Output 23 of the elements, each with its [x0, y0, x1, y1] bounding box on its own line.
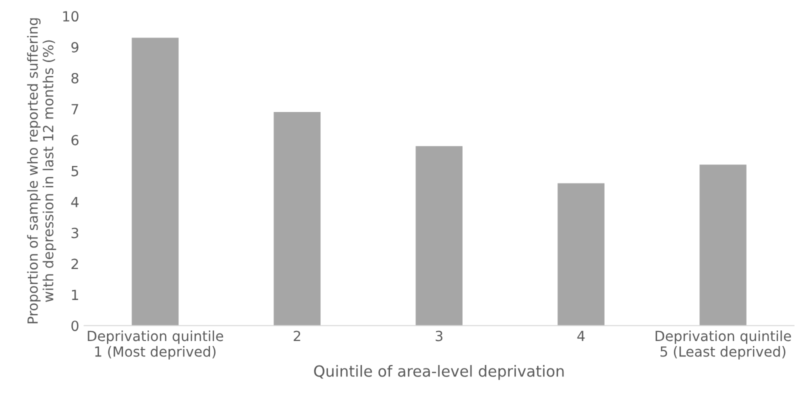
y-tick-label: 8: [71, 72, 78, 84]
y-axis-title: Proportion of sample who reported suffering with depression in last 12 months (%): [27, 18, 56, 324]
y-tick-label: 0: [71, 320, 78, 332]
x-tick-label: 2: [294, 330, 300, 342]
x-axis-title: Quintile of area-level deprivation: [314, 365, 564, 380]
bar: [700, 164, 746, 326]
y-tick-label: 3: [72, 228, 78, 238]
x-tick-label: 3: [436, 330, 442, 342]
y-tick-label: 9: [71, 42, 78, 53]
y-tick-label: 6: [71, 134, 78, 146]
x-tick-label: Deprivation quintile 5 (Least deprived): [656, 330, 791, 360]
x-tick-label: 4: [577, 330, 585, 342]
bar: [132, 38, 179, 326]
bar: [558, 183, 604, 326]
bar: [274, 112, 321, 326]
x-tick-label: Deprivation quintile 1 (Most deprived): [88, 330, 224, 360]
y-tick-label: 4: [71, 196, 79, 208]
y-tick-label: 5: [72, 166, 78, 176]
bar: [416, 146, 463, 326]
y-tick-label: 1: [72, 290, 78, 300]
y-tick-label: 2: [72, 258, 78, 269]
y-tick-label: 7: [72, 104, 78, 114]
y-tick-label: 10: [63, 11, 78, 22]
